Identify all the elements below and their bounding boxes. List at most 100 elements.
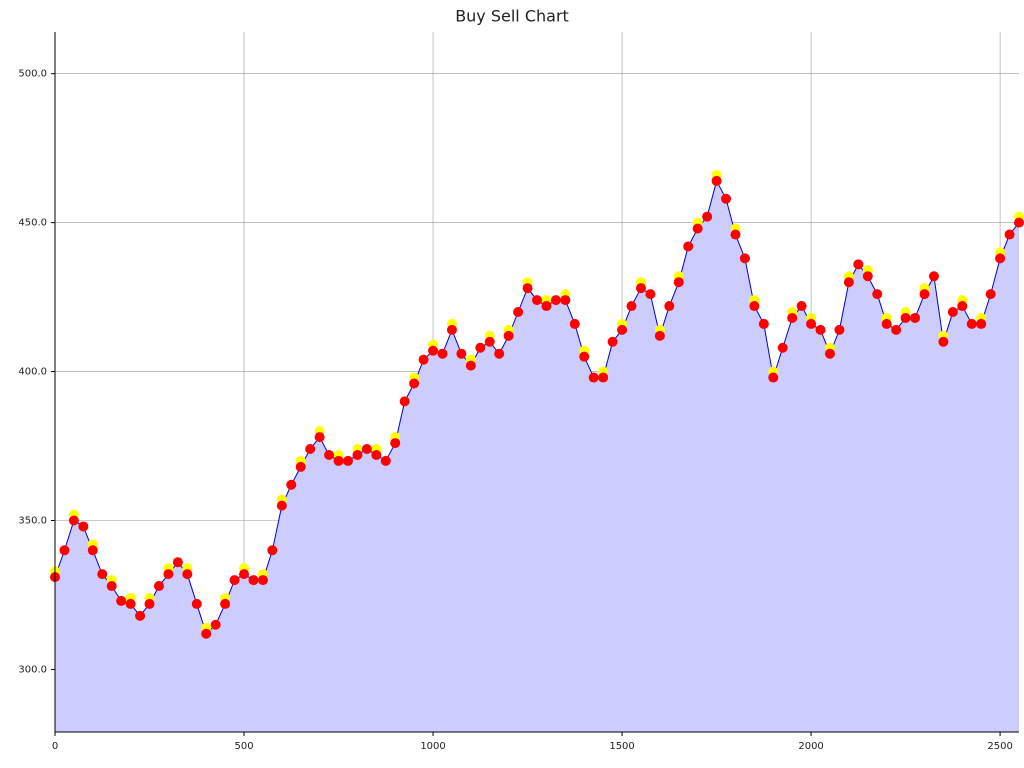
x-tick-label: 1000 <box>420 741 445 752</box>
signal-marker <box>324 449 335 460</box>
signal-marker <box>815 324 826 335</box>
price-area <box>55 180 1019 733</box>
signal-marker <box>475 342 486 353</box>
signal-marker <box>654 330 665 341</box>
signal-marker <box>919 289 930 300</box>
signal-marker <box>163 569 174 580</box>
signal-marker <box>910 312 921 323</box>
signal-marker <box>267 545 278 556</box>
x-tick-label: 2500 <box>987 741 1012 752</box>
signal-marker <box>853 259 864 270</box>
signal-marker <box>68 515 79 526</box>
signal-marker <box>106 581 117 592</box>
chart-title: Buy Sell Chart <box>455 7 569 26</box>
signal-marker <box>380 455 391 466</box>
signal-marker <box>891 324 902 335</box>
signal-marker <box>947 307 958 317</box>
y-tick-label: 400.0 <box>18 367 47 378</box>
signal-marker <box>153 581 164 592</box>
signal-marker <box>787 312 798 323</box>
signal-marker <box>191 598 202 609</box>
signal-marker <box>399 396 410 407</box>
signal-marker <box>664 301 675 312</box>
signal-marker <box>1004 229 1015 240</box>
signal-marker <box>881 318 892 329</box>
x-tick-label: 2000 <box>798 741 823 752</box>
signal-marker <box>635 283 646 294</box>
signal-marker <box>824 348 835 359</box>
signal-marker <box>721 193 732 204</box>
signal-marker <box>286 479 297 490</box>
signal-marker <box>645 289 656 300</box>
signal-marker <box>522 283 533 294</box>
signal-marker <box>418 354 429 365</box>
signal-marker <box>598 372 609 383</box>
signal-marker <box>541 301 552 312</box>
signal-marker <box>257 575 268 586</box>
signal-marker <box>437 348 448 359</box>
signal-marker <box>503 330 514 341</box>
signal-marker <box>588 372 599 383</box>
signal-marker <box>758 318 769 329</box>
signal-marker <box>125 598 136 609</box>
signal-marker <box>182 569 193 580</box>
signal-marker <box>796 301 807 312</box>
signal-marker <box>711 175 722 186</box>
signal-marker <box>928 271 939 282</box>
signal-marker <box>229 575 240 586</box>
signal-marker <box>957 301 968 312</box>
signal-marker <box>900 312 911 323</box>
signal-marker <box>569 318 580 329</box>
signal-marker <box>749 301 760 312</box>
signal-marker <box>371 449 382 460</box>
signal-marker <box>295 461 306 472</box>
signal-marker <box>579 351 590 362</box>
signal-marker <box>513 307 524 317</box>
signal-marker <box>862 271 873 282</box>
signal-marker <box>135 610 146 621</box>
signal-marker <box>352 449 363 460</box>
signal-marker <box>59 545 70 556</box>
signal-marker <box>843 277 854 288</box>
signal-marker <box>494 348 505 359</box>
signal-marker <box>361 444 372 455</box>
signal-marker <box>484 336 495 347</box>
signal-marker <box>739 253 750 264</box>
signal-marker <box>730 229 741 240</box>
signal-marker <box>390 438 401 449</box>
signal-marker <box>560 295 571 306</box>
signal-marker <box>777 342 788 353</box>
y-tick-label: 450.0 <box>18 218 47 229</box>
signal-marker <box>87 545 98 556</box>
signal-marker <box>172 557 183 568</box>
signal-marker <box>239 569 250 580</box>
x-tick-label: 1500 <box>609 741 634 752</box>
signal-marker <box>702 211 713 222</box>
signal-marker <box>985 289 996 300</box>
signal-marker <box>220 598 231 609</box>
signal-marker <box>305 444 316 455</box>
signal-marker <box>144 598 155 609</box>
signal-marker <box>446 324 457 335</box>
signal-marker <box>409 378 420 389</box>
signal-marker <box>428 345 439 356</box>
x-tick-label: 500 <box>234 741 253 752</box>
signal-marker <box>248 575 259 586</box>
signal-marker <box>276 500 287 511</box>
y-tick-label: 350.0 <box>18 516 47 527</box>
signal-marker <box>938 336 949 347</box>
signal-marker <box>976 318 987 329</box>
signal-marker <box>673 277 684 288</box>
signal-marker <box>465 360 476 371</box>
signal-marker <box>768 372 779 383</box>
signal-marker <box>333 455 344 466</box>
signal-marker <box>806 318 817 329</box>
signal-marker <box>966 318 977 329</box>
signal-marker <box>532 295 542 306</box>
signal-marker <box>692 223 703 234</box>
signal-marker <box>314 432 325 443</box>
signal-marker <box>626 301 637 312</box>
signal-marker <box>116 595 127 606</box>
signal-marker <box>872 289 883 300</box>
signal-marker <box>550 295 561 306</box>
